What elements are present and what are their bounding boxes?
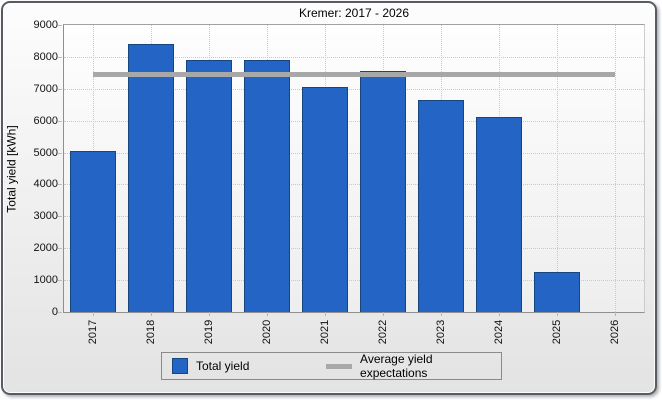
- y-tick-label-3000: 3000: [33, 210, 58, 223]
- gridline-h-3000: [64, 216, 644, 218]
- y-axis-title-wrap: Total yield [kWh]: [2, 24, 22, 313]
- x-tick-2023: 2023: [423, 313, 459, 351]
- y-tick-label-4000: 4000: [33, 178, 58, 191]
- bar-2022[interactable]: [360, 71, 406, 312]
- x-tickmark-2019: [209, 312, 210, 316]
- gridline-h-8000: [64, 56, 644, 58]
- x-tick-label-2017: 2017: [86, 319, 99, 345]
- x-tick-2019: 2019: [191, 313, 227, 351]
- y-tick-label-7000: 7000: [33, 82, 58, 95]
- legend-label-total-yield: Total yield: [196, 359, 250, 373]
- total-yield-swatch: [172, 358, 188, 374]
- legend-item-total-yield: Total yield: [172, 358, 326, 374]
- y-tick-label-1000: 1000: [33, 274, 58, 287]
- y-axis-title: Total yield [kWh]: [5, 124, 19, 213]
- y-tick-label-6000: 6000: [33, 114, 58, 127]
- gridline-h-5000: [64, 152, 644, 154]
- bar-2025[interactable]: [534, 272, 580, 312]
- y-tick-label-0: 0: [51, 306, 58, 318]
- x-tick-2018: 2018: [133, 313, 169, 351]
- y-tick-label-8000: 8000: [33, 50, 58, 63]
- x-tick-label-2021: 2021: [318, 319, 331, 345]
- y-tickmark-7000: [58, 88, 62, 90]
- x-tick-label-2023: 2023: [434, 319, 447, 345]
- y-tickmark-1000: [58, 280, 62, 282]
- y-tickmark-0: [58, 312, 62, 313]
- x-tickmark-2022: [383, 312, 384, 316]
- x-tick-label-2022: 2022: [376, 319, 389, 345]
- plot-area: [63, 24, 645, 313]
- x-tick-2022: 2022: [365, 313, 401, 351]
- bar-2021[interactable]: [302, 87, 348, 312]
- y-tickmark-9000: [58, 25, 62, 26]
- y-tick-label-2000: 2000: [33, 242, 58, 255]
- x-tickmark-2026: [615, 312, 616, 316]
- x-tickmark-2018: [151, 312, 152, 316]
- average-yield-line: [93, 72, 615, 78]
- x-tick-label-2020: 2020: [260, 319, 273, 345]
- x-tickmark-2023: [441, 312, 442, 316]
- gridline-h-6000: [64, 120, 644, 122]
- x-tick-label-2019: 2019: [202, 319, 215, 345]
- y-tickmark-4000: [58, 184, 62, 186]
- x-tickmark-2021: [325, 312, 326, 316]
- x-tickmark-2020: [267, 312, 268, 316]
- x-tickmark-2017: [93, 312, 94, 316]
- x-tick-2021: 2021: [307, 313, 343, 351]
- y-tickmark-2000: [58, 248, 62, 250]
- x-tick-2017: 2017: [75, 313, 111, 351]
- x-tickmark-2024: [499, 312, 500, 316]
- y-tick-label-5000: 5000: [33, 146, 58, 159]
- y-tickmark-5000: [58, 152, 62, 154]
- bar-2024[interactable]: [476, 117, 522, 312]
- bar-2017[interactable]: [70, 150, 116, 312]
- gridline-h-2000: [64, 248, 644, 250]
- x-tick-label-2025: 2025: [550, 319, 563, 345]
- bar-2020[interactable]: [244, 60, 290, 312]
- bar-2023[interactable]: [418, 99, 464, 312]
- x-tick-2024: 2024: [481, 313, 517, 351]
- legend-item-average-yield: Average yield expectations: [326, 352, 501, 380]
- y-tickmark-3000: [58, 216, 62, 218]
- average-line-swatch: [326, 363, 353, 369]
- x-tick-label-2026: 2026: [608, 319, 621, 345]
- gridline-h-1000: [64, 280, 644, 282]
- x-tickmark-2025: [557, 312, 558, 316]
- y-tick-label-9000: 9000: [33, 19, 58, 31]
- x-tick-label-2024: 2024: [492, 319, 505, 345]
- gridline-h-7000: [64, 88, 644, 90]
- gridline-v-2026: [615, 25, 616, 312]
- gridline-v-2025: [557, 25, 558, 312]
- x-tick-label-2018: 2018: [144, 319, 157, 345]
- x-tick-2025: 2025: [539, 313, 575, 351]
- chart-title: Kremer: 2017 - 2026: [298, 6, 410, 20]
- y-tickmark-8000: [58, 56, 62, 58]
- bar-2018[interactable]: [128, 44, 174, 312]
- x-tick-2026: 2026: [597, 313, 633, 351]
- x-tick-2020: 2020: [249, 313, 285, 351]
- legend: Total yield Average yield expectations: [161, 352, 502, 380]
- bar-2019[interactable]: [186, 60, 232, 312]
- y-tickmark-6000: [58, 120, 62, 122]
- legend-label-average-yield: Average yield expectations: [360, 352, 433, 380]
- gridline-h-4000: [64, 184, 644, 186]
